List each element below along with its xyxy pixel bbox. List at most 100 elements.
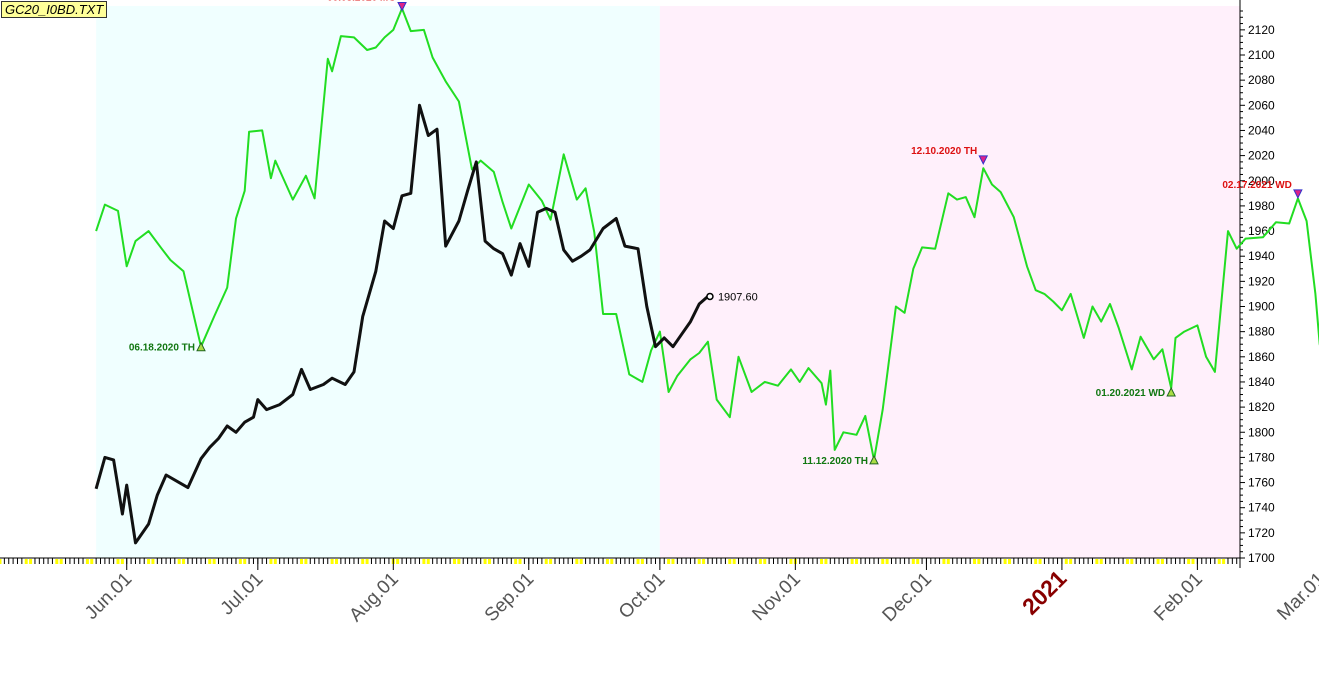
x-weekend-tick: [1160, 559, 1164, 564]
x-weekend-tick: [671, 559, 675, 564]
x-weekend-tick: [1038, 559, 1042, 564]
x-weekend-tick: [702, 559, 706, 564]
x-weekend-tick: [728, 559, 732, 564]
x-weekend-tick: [29, 559, 33, 564]
y-tick-label: 2000: [1248, 174, 1275, 188]
y-tick-label: 2020: [1248, 149, 1275, 163]
low-marker: [196, 341, 206, 352]
x-tick-label-group: Mar.01: [1273, 569, 1319, 625]
y-tick-label: 1780: [1248, 450, 1275, 464]
x-weekend-tick: [885, 559, 889, 564]
x-weekend-tick: [855, 559, 859, 564]
high-marker: [978, 155, 989, 166]
high-marker: [397, 1, 407, 12]
x-weekend-tick: [483, 559, 487, 564]
x-weekend-tick: [116, 559, 120, 564]
x-weekend-tick: [238, 559, 242, 564]
x-weekend-tick: [732, 559, 736, 564]
x-weekend-tick: [881, 559, 885, 564]
x-weekend-tick: [977, 559, 981, 564]
x-weekend-tick: [1095, 559, 1099, 564]
symbol-label: GC20_I0BD.TXT: [1, 1, 108, 18]
x-weekend-tick: [1003, 559, 1007, 564]
x-tick-label: Jul.01: [217, 569, 268, 620]
x-weekend-tick: [916, 559, 920, 564]
high-annotation: 08.03.2020 MO: [327, 0, 396, 3]
x-weekend-tick: [636, 559, 640, 564]
x-weekend-tick: [1064, 559, 1068, 564]
x-tick-label: Mar.01: [1273, 569, 1319, 625]
x-weekend-tick: [1099, 559, 1103, 564]
x-weekend-tick: [452, 559, 456, 564]
y-tick-label: 1980: [1248, 199, 1275, 213]
x-weekend-tick: [850, 559, 854, 564]
x-weekend-tick: [610, 559, 614, 564]
x-weekend-tick: [85, 559, 89, 564]
y-tick-label: 1960: [1248, 224, 1275, 238]
x-weekend-tick: [90, 559, 94, 564]
low-annotation: 11.12.2020 TH: [802, 456, 868, 467]
x-weekend-tick: [544, 559, 548, 564]
last-price-marker: [706, 292, 714, 301]
x-weekend-tick: [1034, 559, 1038, 564]
x-weekend-tick: [147, 559, 151, 564]
y-tick-label: 1880: [1248, 325, 1275, 339]
price-line: [94, 103, 709, 545]
x-weekend-tick: [487, 559, 491, 564]
x-tick-label: Sep.01: [481, 569, 538, 626]
x-weekend-tick: [1191, 559, 1195, 564]
low-marker: [1166, 386, 1176, 397]
y-tick-label: 2080: [1248, 73, 1275, 87]
last-price-label: 1907.60: [718, 291, 758, 303]
x-tick-label-group: Feb.01: [1150, 569, 1207, 626]
x-tick-label: Nov.01: [748, 569, 804, 625]
x-weekend-tick: [177, 559, 181, 564]
x-weekend-tick: [396, 559, 400, 564]
x-tick-label-group: Oct.01: [615, 569, 669, 623]
x-weekend-tick: [942, 559, 946, 564]
x-weekend-tick: [697, 559, 701, 564]
x-weekend-tick: [334, 559, 338, 564]
y-tick-label: 2060: [1248, 98, 1275, 112]
y-tick-label: 1760: [1248, 476, 1275, 490]
x-weekend-tick: [605, 559, 609, 564]
x-weekend-tick: [361, 559, 365, 564]
x-weekend-tick: [579, 559, 583, 564]
x-tick-label-group: 2021: [1017, 565, 1072, 620]
seasonal-pattern-line: [95, 7, 1319, 461]
y-tick-label: 1940: [1248, 249, 1275, 263]
x-weekend-tick: [208, 559, 212, 564]
x-weekend-tick: [300, 559, 304, 564]
x-weekend-tick: [1069, 559, 1073, 564]
x-tick-label: Feb.01: [1150, 569, 1207, 626]
x-weekend-tick: [365, 559, 369, 564]
x-tick-label: Oct.01: [615, 569, 669, 623]
x-tick-label-group: Jun.01: [81, 569, 136, 624]
x-tick-label: 2021: [1017, 565, 1072, 620]
x-tick-label: Dec.01: [879, 569, 936, 626]
x-weekend-tick: [1130, 559, 1134, 564]
x-weekend-tick: [182, 559, 186, 564]
x-weekend-tick: [457, 559, 461, 564]
x-weekend-tick: [24, 559, 28, 564]
y-tick-label: 1800: [1248, 425, 1275, 439]
background-region: [659, 6, 1240, 558]
x-weekend-tick: [1187, 559, 1191, 564]
x-weekend-tick: [640, 559, 644, 564]
x-weekend-tick: [824, 559, 828, 564]
x-weekend-tick: [1217, 559, 1221, 564]
x-weekend-tick: [518, 559, 522, 564]
x-tick-label: Aug.01: [345, 569, 402, 626]
y-tick-label: 1900: [1248, 300, 1275, 314]
x-weekend-tick: [973, 559, 977, 564]
x-weekend-tick: [120, 559, 124, 564]
x-weekend-tick: [269, 559, 273, 564]
x-weekend-tick: [273, 559, 277, 564]
x-weekend-tick: [758, 559, 762, 564]
y-tick-label: 1920: [1248, 274, 1275, 288]
y-tick-label: 2120: [1248, 23, 1275, 37]
low-marker: [869, 454, 879, 465]
x-weekend-tick: [789, 559, 793, 564]
background-region: [96, 6, 660, 558]
